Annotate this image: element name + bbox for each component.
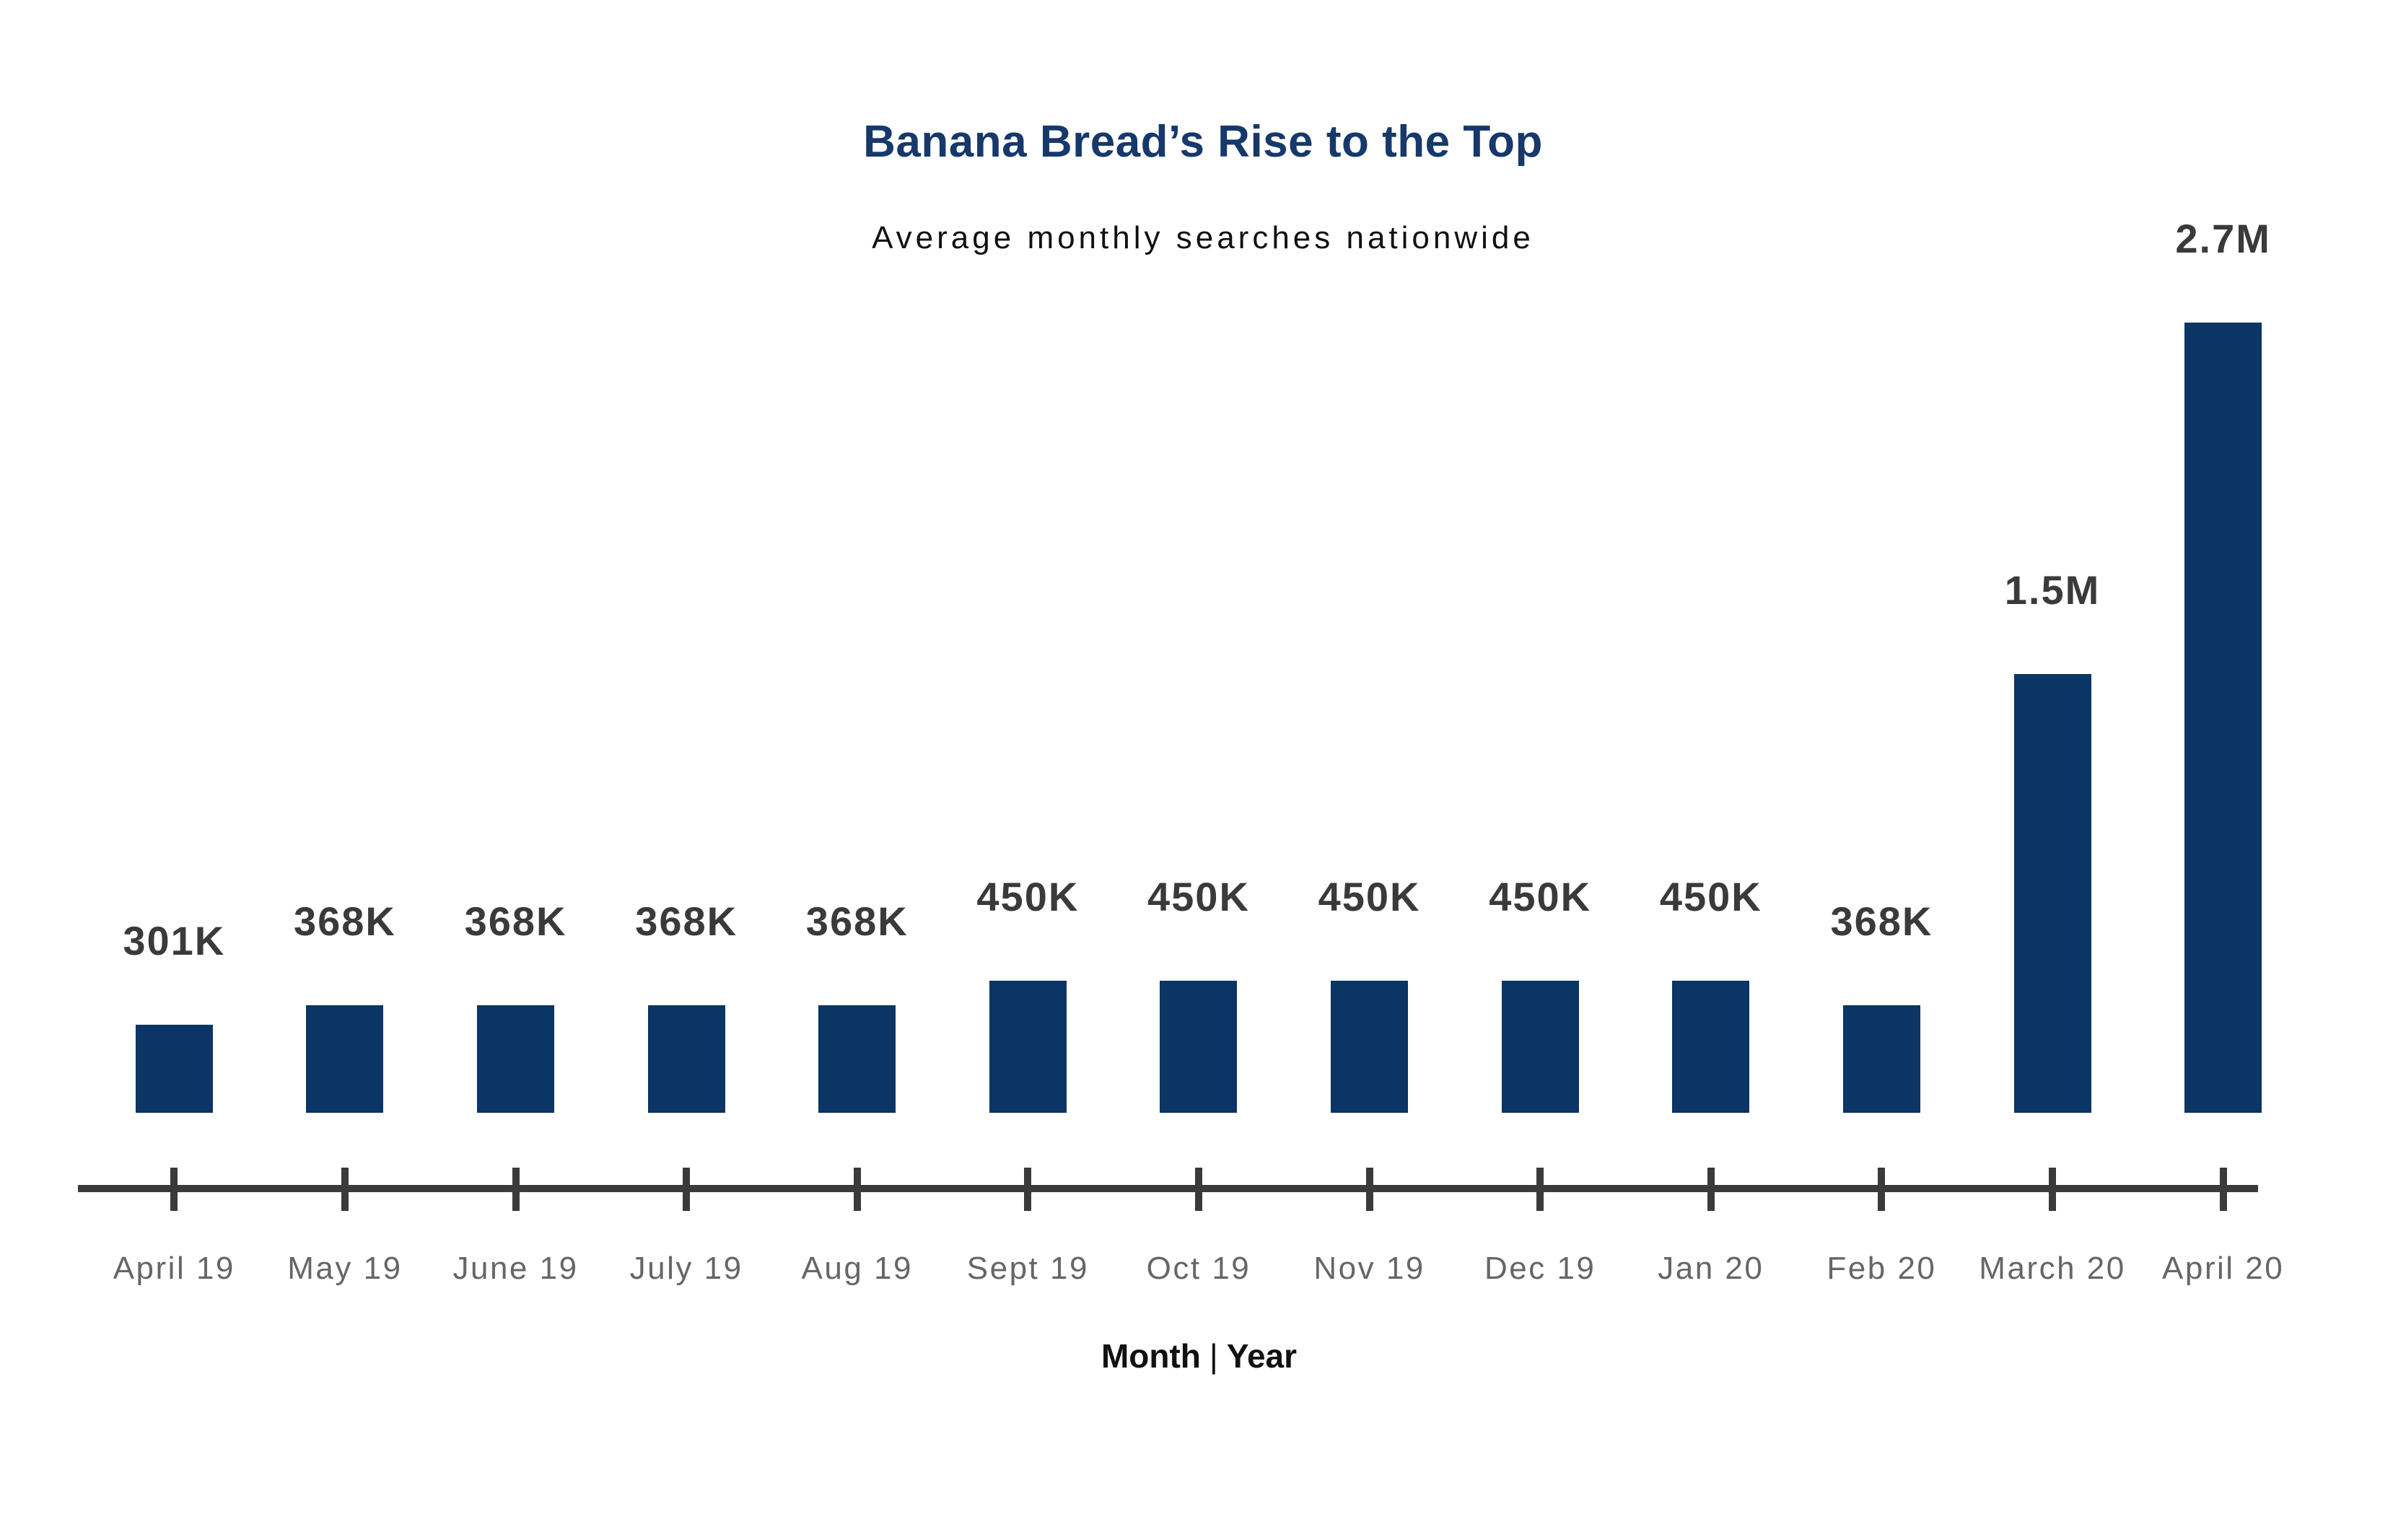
axis-tick-cell [1967, 1168, 2138, 1211]
x-tick-label: Feb 20 [1827, 1251, 1937, 1286]
bar [135, 1025, 213, 1113]
bar-column: 301K [89, 0, 260, 1113]
chart-title: Banana Bread’s Rise to the Top [863, 117, 1543, 167]
axis-tick-cell [771, 1168, 942, 1211]
bar [1842, 1005, 1920, 1113]
bar [647, 1005, 725, 1113]
bar-value-label: 450K [1318, 874, 1421, 919]
x-axis-ticks [89, 1168, 2309, 1211]
axis-tick-cell [1455, 1168, 1626, 1211]
axis-tick-cell [1114, 1168, 1285, 1211]
x-axis-title-year: Year [1226, 1337, 1298, 1375]
bar-value-label: 450K [976, 874, 1080, 919]
bar-value-label: 368K [1830, 898, 1933, 944]
bar [818, 1005, 896, 1113]
bar [1160, 981, 1238, 1113]
bar-value-label: 368K [464, 898, 567, 944]
x-tick-label: Nov 19 [1313, 1251, 1425, 1286]
bar-column: 368K [771, 0, 942, 1113]
bar-column: 368K [601, 0, 772, 1113]
axis-tick [1365, 1168, 1373, 1211]
bar-value-label: 2.7M [2175, 216, 2271, 261]
axis-tick-cell [2138, 1168, 2309, 1211]
axis-tick [683, 1168, 691, 1211]
axis-tick-cell [1625, 1168, 1796, 1211]
axis-tick-cell [260, 1168, 431, 1211]
axis-tick [1878, 1168, 1886, 1211]
bar-column: 450K [1455, 0, 1626, 1113]
x-tick-label: Jan 20 [1658, 1251, 1764, 1286]
axis-tick-cell [89, 1168, 260, 1211]
bar-column: 368K [430, 0, 601, 1113]
bar [2013, 674, 2091, 1113]
x-tick-label: Oct 19 [1146, 1251, 1251, 1286]
bar-column: 368K [260, 0, 431, 1113]
x-axis-title-separator: | [1209, 1337, 1218, 1375]
axis-tick [853, 1168, 861, 1211]
bar [477, 1005, 555, 1113]
bar [1672, 981, 1750, 1113]
axis-tick [1707, 1168, 1715, 1211]
x-tick-label: April 19 [113, 1251, 235, 1286]
x-tick-label: Sept 19 [966, 1251, 1089, 1286]
bar-column: 450K [1284, 0, 1455, 1113]
bar-value-label: 450K [1659, 874, 1762, 919]
bar [1501, 981, 1579, 1113]
x-tick-label: July 19 [629, 1251, 743, 1286]
bar-value-label: 450K [1489, 874, 1592, 919]
x-tick-label: June 19 [452, 1251, 579, 1286]
x-tick-label: Aug 19 [801, 1251, 913, 1286]
axis-tick-cell [601, 1168, 772, 1211]
axis-tick [1536, 1168, 1544, 1211]
x-tick-label: April 20 [2162, 1251, 2285, 1286]
axis-tick [341, 1168, 349, 1211]
bar-value-label: 368K [805, 898, 909, 944]
axis-tick [1024, 1168, 1032, 1211]
axis-tick [2049, 1168, 2056, 1211]
bar [2184, 323, 2262, 1113]
x-axis-tick-labels: April 19 May 19 June 19 July 19 Aug 19 Sept 1… [89, 1249, 2309, 1287]
axis-tick [512, 1168, 520, 1211]
bar-value-label: 301K [123, 918, 226, 963]
bar [1331, 981, 1409, 1113]
bar-column: 450K [1114, 0, 1285, 1113]
bar-value-label: 368K [293, 898, 396, 944]
x-axis-line [78, 1185, 2258, 1192]
bar-value-label: 368K [635, 898, 738, 944]
axis-tick-cell [1284, 1168, 1455, 1211]
axis-tick-cell [430, 1168, 601, 1211]
x-axis-title-month: Month [1101, 1337, 1201, 1375]
axis-tick [170, 1168, 178, 1211]
axis-tick-cell [942, 1168, 1114, 1211]
x-tick-label: Dec 19 [1484, 1251, 1596, 1286]
axis-tick-cell [1796, 1168, 1967, 1211]
x-tick-label: May 19 [287, 1251, 403, 1286]
bar-column: 2.7M [2138, 0, 2309, 1113]
bar-column: 450K [1625, 0, 1796, 1113]
bar-column: 1.5M [1967, 0, 2138, 1113]
bar [989, 981, 1067, 1113]
x-axis-title: Month | Year [89, 1336, 2309, 1376]
bar-value-label: 1.5M [2004, 567, 2101, 613]
bar-column: 368K [1796, 0, 1967, 1113]
bar-chart: 301K 368K 368K 368K 368K 450K 450K 450K 450K 450K… [89, 0, 2309, 1113]
axis-tick [1194, 1168, 1202, 1211]
x-tick-label: March 20 [1979, 1251, 2126, 1286]
bar-column: 450K [942, 0, 1114, 1113]
bar-value-label: 450K [1147, 874, 1250, 919]
axis-tick [2219, 1168, 2227, 1211]
chart-subtitle: Average monthly searches nationwide [872, 220, 1534, 255]
bar [306, 1005, 384, 1113]
